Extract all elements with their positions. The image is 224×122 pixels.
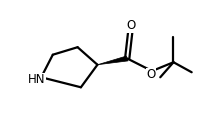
Text: O: O bbox=[127, 19, 136, 32]
Polygon shape bbox=[97, 56, 128, 65]
Text: O: O bbox=[146, 68, 156, 81]
Text: HN: HN bbox=[28, 73, 45, 86]
